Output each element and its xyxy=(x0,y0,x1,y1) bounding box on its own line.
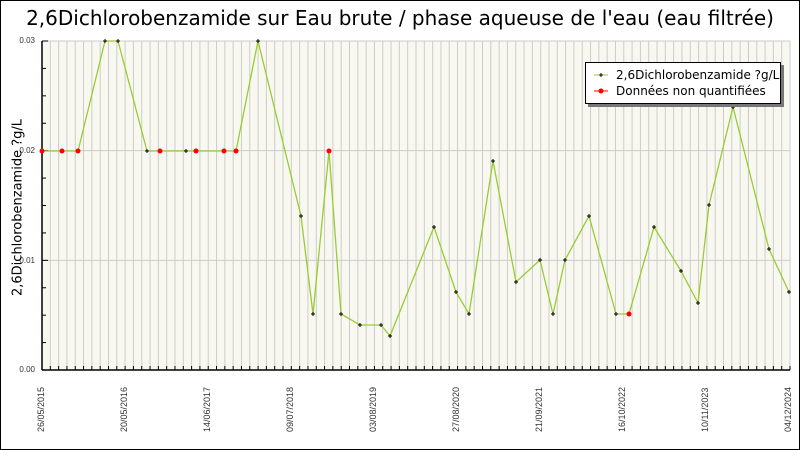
y-axis-title: 2,6Dichlorobenzamide ?g/L xyxy=(10,119,26,296)
x-tick-label: 10/11/2023 xyxy=(700,387,710,432)
chart-legend: 2,6Dichlorobenzamide ?g/L Données non qu… xyxy=(585,62,781,104)
legend-label: 2,6Dichlorobenzamide ?g/L xyxy=(616,68,780,82)
y-tick-label: 0.00 xyxy=(19,365,35,374)
y-tick-label: 0.01 xyxy=(19,256,35,265)
x-tick-label: 04/12/2024 xyxy=(783,386,793,432)
legend-item-series: 2,6Dichlorobenzamide ?g/L xyxy=(594,67,779,83)
x-tick-label: 27/08/2020 xyxy=(451,386,461,432)
x-tick-label: 14/06/2017 xyxy=(202,386,212,432)
line-marker-icon xyxy=(594,67,608,83)
red-marker-icon xyxy=(594,83,608,99)
x-tick-label: 21/09/2021 xyxy=(534,386,544,432)
x-tick-label: 16/10/2022 xyxy=(617,386,627,432)
x-tick-label: 09/07/2018 xyxy=(285,386,295,432)
y-tick-label: 0.02 xyxy=(19,146,35,155)
chart-title: 2,6Dichlorobenzamide sur Eau brute / pha… xyxy=(26,6,774,30)
y-tick-label: 0.03 xyxy=(19,36,35,45)
x-tick-label: 26/05/2015 xyxy=(36,386,46,432)
x-tick-label: 03/08/2019 xyxy=(368,386,378,432)
x-tick-label: 20/05/2016 xyxy=(119,386,129,432)
legend-item-non-quantified: Données non quantifiées xyxy=(594,83,766,99)
legend-label: Données non quantifiées xyxy=(616,84,766,98)
